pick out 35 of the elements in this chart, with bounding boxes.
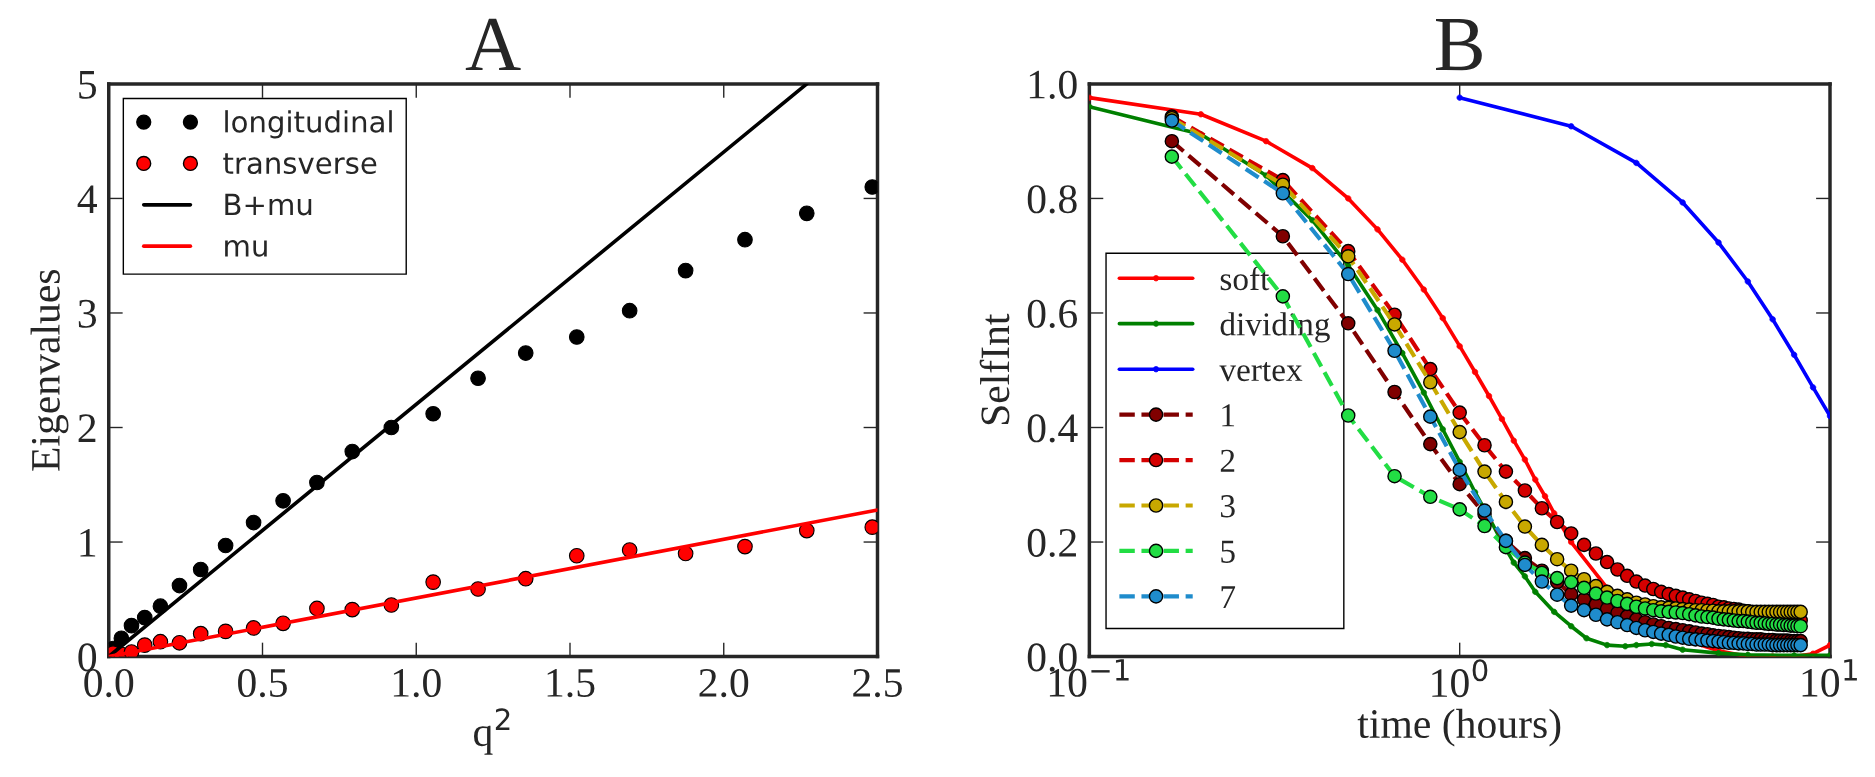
- legend-label: vertex: [1219, 362, 1303, 382]
- x-axis-title: q$^{2}$: [474, 708, 510, 755]
- x-tick-label: 10$^{1}$: [1802, 659, 1857, 697]
- y-tick-label: 4: [77, 185, 97, 213]
- x-tick-label: 1.5: [547, 669, 595, 698]
- y-tick-label: 3: [78, 299, 97, 328]
- legend-label: 3: [1220, 495, 1235, 518]
- y-tick-label: 1.0: [1029, 70, 1077, 99]
- y-tick-label: 0.8: [1027, 185, 1077, 214]
- x-tick-label: 1.0: [393, 668, 441, 698]
- x-tick-label: 10$^{0}$: [1432, 659, 1488, 698]
- y-tick-label: 0.6: [1027, 299, 1078, 329]
- chart-title: A: [465, 18, 521, 71]
- y-axis-title: Eigenvalues: [30, 269, 69, 471]
- y-axis-title: SelfInt: [979, 313, 1010, 425]
- legend-label: 5: [1221, 540, 1235, 563]
- legend-label: 7: [1221, 586, 1236, 609]
- y-tick-label: 1: [80, 528, 96, 557]
- x-tick-label: 2.0: [699, 668, 749, 698]
- legend-label: 1: [1222, 404, 1235, 427]
- x-tick-label: 0.5: [238, 668, 287, 698]
- x-tick-label: 2.5: [853, 669, 902, 698]
- y-tick-label: 2: [78, 414, 96, 442]
- x-axis-title: time (hours): [1357, 708, 1561, 747]
- y-tick-label: 5: [79, 71, 97, 99]
- legend-label: longitudinal: [225, 110, 392, 139]
- legend-label: soft: [1220, 266, 1270, 291]
- legend-label: B+mu: [225, 193, 312, 216]
- legend-label: transverse: [223, 153, 377, 175]
- legend-label: dividing: [1220, 312, 1330, 343]
- legend-label: mu: [225, 240, 267, 257]
- y-tick-label: 0.4: [1027, 414, 1078, 443]
- legend-label: 2: [1220, 449, 1235, 472]
- y-tick-label: 0.2: [1027, 528, 1076, 558]
- chart-title: B: [1435, 19, 1482, 71]
